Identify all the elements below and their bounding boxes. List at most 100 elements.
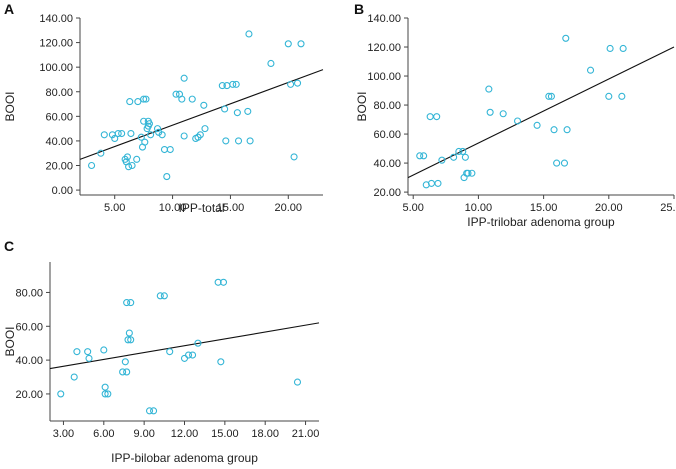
data-point: [189, 351, 197, 359]
data-point: [563, 126, 571, 134]
data-point: [147, 131, 155, 139]
data-point: [127, 336, 135, 344]
data-point: [232, 80, 240, 88]
data-point: [618, 92, 626, 100]
data-point: [123, 299, 131, 307]
data-point: [297, 40, 305, 48]
regression-line: [79, 69, 324, 160]
x-tick-label: 5.00: [104, 202, 125, 214]
y-axis-title: BOOI: [355, 91, 369, 121]
data-point: [246, 137, 254, 145]
data-point: [605, 92, 613, 100]
data-point: [160, 145, 169, 154]
y-tick-label: 60.00: [373, 129, 401, 141]
data-point: [284, 40, 292, 48]
y-tick-label: 60.00: [15, 321, 43, 333]
panel-label: C: [4, 238, 14, 254]
data-point: [180, 74, 188, 82]
data-point: [426, 113, 434, 121]
data-point: [586, 66, 595, 74]
y-tick-label: 80.00: [45, 87, 73, 99]
data-point: [545, 92, 553, 100]
data-point: [547, 92, 555, 100]
y-tick-label: 20.00: [373, 187, 401, 199]
data-point: [201, 125, 209, 133]
y-tick-label: 20.00: [15, 389, 43, 401]
data-point: [128, 161, 136, 170]
data-point: [125, 163, 133, 171]
data-point: [553, 159, 561, 167]
data-point: [118, 129, 126, 138]
data-point: [416, 152, 424, 160]
data-point: [221, 105, 229, 113]
data-point: [606, 44, 614, 53]
x-tick-label: 20.00: [595, 202, 623, 214]
x-tick-label: 10.00: [465, 202, 493, 214]
data-point: [114, 129, 122, 138]
data-point: [499, 110, 507, 118]
data-point: [290, 153, 298, 161]
data-point: [550, 126, 558, 134]
data-point: [180, 132, 188, 140]
data-point: [188, 95, 196, 103]
data-point: [142, 95, 150, 103]
y-tick-label: 120.00: [39, 38, 73, 50]
x-tick-label: 6.00: [93, 428, 114, 440]
x-tick-label: 18.00: [251, 428, 279, 440]
data-point: [434, 179, 442, 187]
data-point: [619, 44, 627, 53]
data-point: [464, 169, 472, 177]
data-point: [127, 299, 135, 307]
data-point: [70, 373, 78, 381]
regression-line: [407, 46, 675, 179]
data-point: [217, 358, 225, 366]
x-axis-title: IPP-total: [178, 201, 224, 215]
y-axis-title: BOOI: [3, 91, 17, 121]
data-point: [97, 149, 105, 157]
data-point: [73, 348, 81, 356]
panel-label: B: [354, 1, 364, 17]
x-tick-label: 12.00: [171, 428, 199, 440]
data-point: [121, 358, 129, 366]
data-point: [153, 125, 162, 133]
data-point: [486, 108, 494, 116]
data-point: [150, 407, 158, 415]
data-point: [233, 109, 241, 117]
data-point: [245, 30, 253, 38]
data-point: [101, 383, 109, 391]
data-point: [180, 354, 189, 362]
data-point: [194, 339, 202, 347]
data-point: [166, 348, 174, 356]
y-tick-label: 140.00: [39, 13, 73, 25]
data-point: [244, 107, 252, 115]
y-tick-label: 40.00: [373, 158, 401, 170]
y-tick-label: 40.00: [45, 136, 73, 148]
data-point: [560, 159, 569, 167]
data-point: [485, 85, 493, 93]
data-point: [459, 147, 467, 156]
x-tick-label: 20.00: [275, 202, 303, 214]
data-point: [222, 137, 230, 145]
data-point: [219, 278, 228, 286]
data-point: [196, 131, 204, 139]
data-point: [438, 156, 446, 164]
x-tick-label: 10.00: [159, 202, 187, 214]
y-tick-label: 80.00: [15, 287, 43, 299]
data-point: [140, 95, 148, 103]
x-tick-label: 15.00: [211, 428, 239, 440]
data-point: [133, 155, 141, 163]
x-tick-label: 5.00: [403, 202, 424, 214]
data-point: [267, 59, 275, 68]
x-tick-label: 25.00: [660, 202, 676, 214]
x-axis-title: IPP-trilobar adenoma group: [467, 215, 615, 229]
y-tick-label: 60.00: [45, 111, 73, 123]
data-point: [84, 348, 92, 356]
data-point: [163, 173, 171, 181]
data-point: [85, 354, 93, 362]
data-point: [156, 292, 164, 300]
y-axis-title: BOOI: [3, 326, 17, 356]
y-tick-label: 40.00: [15, 355, 43, 367]
y-tick-label: 100.00: [39, 62, 73, 74]
data-point: [450, 153, 458, 161]
